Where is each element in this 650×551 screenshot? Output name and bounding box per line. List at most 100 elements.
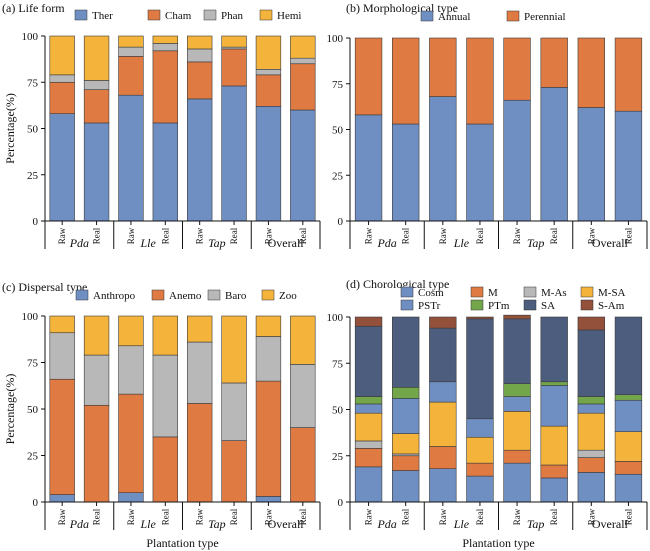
bar-segment — [577, 403, 605, 414]
y-tick-label: 0 — [33, 216, 39, 228]
x-axis-label: Plantation type — [146, 536, 218, 550]
y-tick-label: 25 — [332, 451, 344, 463]
group-label: Lle — [453, 517, 470, 531]
bar-segment — [429, 96, 457, 222]
bar-segment — [255, 496, 282, 503]
bar-segment — [152, 35, 178, 44]
legend-swatch — [580, 286, 594, 298]
group-label: Pda — [376, 517, 396, 531]
legend-label: Baro — [225, 290, 247, 302]
x-tick-label: Real — [549, 508, 559, 525]
bar-segment — [429, 381, 457, 403]
legend-item: Zoo — [261, 289, 297, 302]
x-tick-label: Raw — [195, 508, 205, 525]
bar-segment — [577, 396, 605, 405]
x-tick-label: Real — [298, 227, 308, 244]
x-tick-label: Real — [298, 508, 308, 525]
legend-item: M-SA — [580, 286, 626, 299]
bar-segment — [83, 80, 110, 90]
x-tick-label: Real — [92, 508, 102, 525]
bar-segment — [540, 316, 568, 383]
group-label: Pda — [69, 517, 89, 531]
bar-segment — [429, 446, 457, 470]
bar-segment — [255, 35, 282, 70]
bar-segment — [118, 393, 144, 493]
y-axis-label: Percentage(%) — [3, 374, 17, 445]
x-tick-label: Real — [549, 227, 559, 244]
bar-segment — [503, 411, 531, 451]
legend-item: M-As — [523, 286, 567, 299]
bar-segment — [503, 462, 531, 503]
y-tick-label: 50 — [27, 124, 39, 136]
legend-item: PTm — [470, 299, 510, 312]
x-tick-label: Real — [160, 508, 170, 525]
x-tick-label: Real — [229, 508, 239, 525]
bar-segment — [392, 316, 420, 388]
bar-segment — [466, 436, 494, 464]
bar-segment — [540, 385, 568, 427]
bar-segment — [118, 345, 144, 395]
bar-segment — [221, 85, 247, 222]
x-tick-label: Raw — [263, 227, 273, 244]
bar-segment — [354, 448, 383, 468]
bar-segment — [49, 378, 75, 495]
legend-label: Anemo — [169, 290, 202, 302]
bar-segment — [614, 473, 643, 503]
y-tick-label: 0 — [338, 216, 344, 228]
x-tick-label: Real — [623, 227, 633, 244]
bar-segment — [392, 37, 420, 125]
bar-segment — [503, 99, 531, 222]
x-tick-label: Raw — [57, 508, 67, 525]
bar-segment — [255, 74, 282, 107]
legend-swatch — [75, 289, 89, 301]
legend-swatch — [259, 9, 273, 21]
bar-segment — [392, 455, 420, 471]
bar-segment — [540, 381, 568, 386]
bar-segment — [466, 123, 494, 222]
bar-segment — [577, 107, 605, 222]
bar-segment — [614, 394, 643, 401]
bar-segment — [221, 440, 247, 503]
legend-item: Phan — [203, 9, 244, 22]
legend-item: Perennial — [506, 10, 566, 23]
y-axis-label: Percentage(%) — [3, 93, 17, 164]
legend-swatch — [261, 289, 275, 301]
bar-segment — [83, 122, 110, 222]
bar-segment — [187, 315, 213, 343]
bar-segment — [187, 48, 213, 63]
bar-segment — [49, 74, 75, 83]
bar-segment — [577, 449, 605, 458]
bar-segment — [466, 462, 494, 477]
legend-item: Annual — [420, 10, 470, 23]
group-label: Tap — [527, 517, 545, 531]
bar-segment — [83, 315, 110, 356]
legend-label: Annual — [438, 11, 470, 23]
group-label: Overall — [592, 236, 629, 250]
bar-segment — [83, 35, 110, 81]
group-label: Pda — [376, 236, 396, 250]
legend-swatch — [400, 286, 414, 298]
bar-segment — [255, 69, 282, 76]
bar-segment — [577, 457, 605, 473]
y-tick-label: 100 — [22, 31, 39, 43]
x-tick-label: Raw — [126, 508, 136, 525]
group-label: Lle — [453, 236, 470, 250]
bar-segment — [187, 35, 213, 50]
bar-segment — [290, 109, 316, 222]
legend-label: Phan — [221, 10, 244, 22]
x-tick-label: Raw — [364, 227, 374, 244]
bar-segment — [429, 401, 457, 447]
y-tick-label: 25 — [27, 170, 39, 182]
bar-segment — [354, 412, 383, 442]
y-tick-label: 75 — [332, 79, 344, 91]
legend-label: Anthropo — [93, 290, 136, 302]
bar-segment — [392, 123, 420, 222]
panel-title: (d) Chorological type — [346, 277, 449, 291]
y-tick-label: 50 — [332, 405, 344, 417]
group-label: Overall — [268, 236, 305, 250]
legend-swatch — [147, 9, 161, 21]
x-tick-label: Real — [229, 227, 239, 244]
bar-segment — [118, 35, 144, 48]
